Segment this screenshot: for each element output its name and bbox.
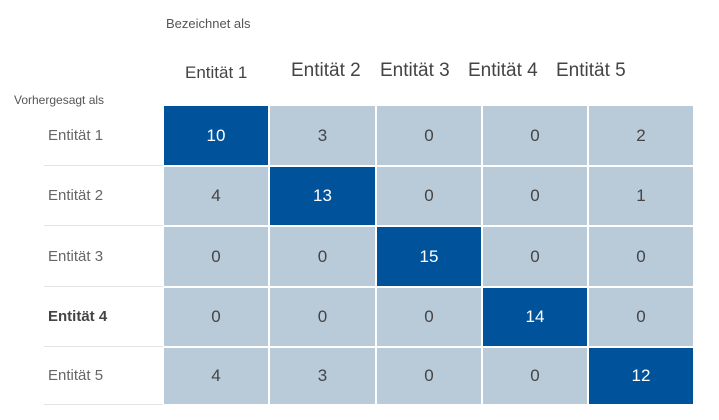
y-axis-title: Vorhergesagt als bbox=[14, 93, 105, 107]
matrix-cell: 0 bbox=[376, 347, 482, 405]
row-divider bbox=[44, 404, 163, 405]
row-divider bbox=[44, 225, 163, 226]
matrix-cell: 4 bbox=[163, 347, 269, 405]
column-header: Entität 5 bbox=[556, 60, 626, 81]
row-header: Entität 2 bbox=[48, 187, 104, 204]
column-header: Entität 3 bbox=[380, 60, 450, 81]
row-header: Entität 5 bbox=[48, 367, 104, 384]
matrix-cell: 0 bbox=[482, 166, 588, 226]
matrix-cell: 0 bbox=[163, 226, 269, 287]
matrix-cell: 0 bbox=[482, 226, 588, 287]
matrix-cell: 10 bbox=[163, 105, 269, 166]
matrix-cell: 2 bbox=[588, 105, 694, 166]
matrix-cell: 1 bbox=[588, 166, 694, 226]
matrix-cell: 0 bbox=[376, 166, 482, 226]
row-header: Entität 1 bbox=[48, 126, 104, 144]
matrix-cell: 0 bbox=[163, 287, 269, 347]
matrix-cell: 0 bbox=[269, 287, 376, 347]
matrix-cell: 0 bbox=[376, 105, 482, 166]
row-header: Entität 3 bbox=[48, 247, 104, 265]
matrix-cell: 3 bbox=[269, 105, 376, 166]
matrix-cell: 13 bbox=[269, 166, 376, 226]
row-divider bbox=[44, 346, 163, 347]
column-header: Entität 1 bbox=[185, 63, 248, 82]
matrix-cell: 12 bbox=[588, 347, 694, 405]
row-divider bbox=[44, 286, 163, 287]
matrix-cell: 0 bbox=[482, 347, 588, 405]
row-divider bbox=[44, 165, 163, 166]
matrix-cell: 0 bbox=[482, 105, 588, 166]
row-header: Entität 4 bbox=[48, 308, 108, 325]
matrix-cell: 0 bbox=[588, 287, 694, 347]
matrix-cell: 15 bbox=[376, 226, 482, 287]
column-header: Entität 2 bbox=[291, 60, 361, 81]
matrix-cell: 3 bbox=[269, 347, 376, 405]
matrix-cell: 0 bbox=[269, 226, 376, 287]
matrix-cell: 0 bbox=[376, 287, 482, 347]
column-header: Entität 4 bbox=[468, 60, 538, 81]
x-axis-title: Bezeichnet als bbox=[166, 16, 251, 31]
matrix-cell: 14 bbox=[482, 287, 588, 347]
matrix-cell: 4 bbox=[163, 166, 269, 226]
matrix-cell: 0 bbox=[588, 226, 694, 287]
